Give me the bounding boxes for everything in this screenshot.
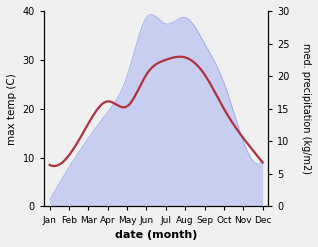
Y-axis label: med. precipitation (kg/m2): med. precipitation (kg/m2) xyxy=(301,43,311,174)
Y-axis label: max temp (C): max temp (C) xyxy=(7,73,17,144)
X-axis label: date (month): date (month) xyxy=(115,230,197,240)
